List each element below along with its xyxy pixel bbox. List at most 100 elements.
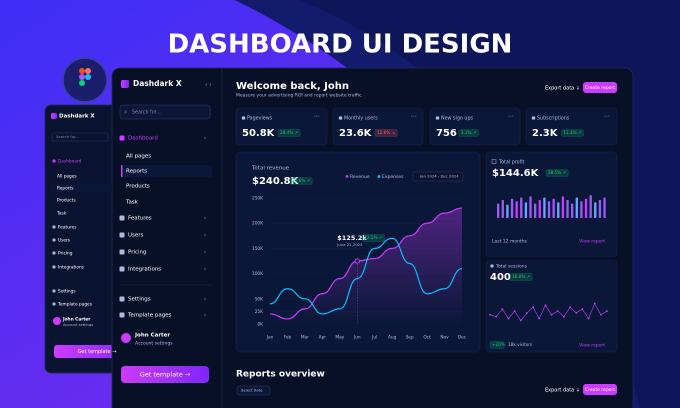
change-chip — [362, 234, 385, 242]
profit-bar — [543, 197, 546, 218]
stat-card — [525, 107, 618, 146]
back-user-name: John Carter — [62, 317, 91, 323]
profit-link[interactable]: View report — [579, 239, 605, 245]
search-box[interactable] — [119, 104, 211, 120]
x-tick-label: May — [335, 335, 344, 341]
sessions-link[interactable]: View report — [579, 343, 605, 349]
nav-item[interactable]: Users — [128, 233, 144, 239]
stat-menu[interactable]: ··· — [314, 114, 320, 121]
profit-bar — [589, 195, 592, 218]
create-report-button[interactable] — [583, 384, 617, 395]
stat-label: New sign ups — [441, 116, 474, 122]
back-nav-item[interactable]: Template pages — [57, 302, 93, 308]
change-chip — [489, 341, 505, 349]
sessions-point — [495, 315, 498, 318]
nav-item[interactable]: Pricing — [128, 250, 147, 256]
y-tick-label: 100K — [252, 271, 263, 277]
series-line — [269, 207, 463, 320]
create-report-text[interactable]: Create report — [585, 85, 615, 91]
back-nav-item[interactable]: Features — [58, 225, 77, 231]
reports-title: Reports overview — [236, 370, 325, 380]
legend-dot — [377, 175, 381, 178]
change-chip — [545, 169, 569, 177]
back-nav-item[interactable]: Dashboard — [58, 159, 82, 165]
reports-create[interactable]: Create report — [585, 387, 615, 393]
collapse-icon[interactable]: ‹ › — [205, 82, 212, 89]
nav-item[interactable]: Template pages — [127, 313, 172, 319]
stat-label: Subscriptions — [537, 116, 570, 122]
x-tick-label: Jun — [353, 335, 361, 341]
back-logo — [51, 113, 57, 119]
stat-menu[interactable]: ··· — [508, 114, 514, 121]
sessions-point — [599, 313, 602, 316]
back-nav-icon — [52, 251, 56, 255]
sessions-point — [606, 310, 608, 312]
sessions-point — [538, 317, 541, 320]
cta-button[interactable] — [121, 366, 209, 383]
y-tick-label: 50K — [255, 296, 263, 302]
back-cta-text[interactable]: Get template → — [78, 349, 117, 355]
x-tick-label: Sep — [406, 335, 414, 341]
select-date-box[interactable] — [236, 385, 271, 396]
nav-item[interactable]: Integrations — [128, 267, 161, 273]
brand: Dashdark X — [133, 79, 182, 88]
stat-menu[interactable]: ··· — [604, 114, 610, 121]
nav-item[interactable]: Reports — [126, 169, 147, 175]
change-chip-text: 12.6% ↘ — [377, 130, 395, 135]
sessions-point — [556, 310, 559, 312]
back-nav-item[interactable]: Reports — [57, 186, 74, 192]
search-placeholder: Search for... — [132, 110, 161, 116]
change-chip — [374, 129, 398, 137]
active-item-bg — [121, 165, 212, 177]
create-report-button[interactable] — [583, 82, 617, 93]
date-range[interactable]: Jan 2024 - Dec 2024 — [419, 174, 459, 179]
profit-bar — [580, 201, 583, 218]
export-button[interactable]: Export data ↓ — [545, 86, 580, 92]
sessions-point — [501, 308, 504, 310]
date-range-box[interactable] — [412, 171, 464, 182]
profit-icon — [491, 159, 497, 164]
change-chip-text: 28.5% ↗ — [548, 170, 566, 175]
nav-item[interactable]: Task — [125, 200, 139, 206]
sessions-point — [526, 312, 528, 314]
back-nav-item[interactable]: Products — [57, 198, 76, 204]
nav-item[interactable]: Products — [126, 184, 150, 190]
reports-export[interactable]: Export data ↓ — [545, 388, 580, 394]
back-nav-item[interactable]: All pages — [57, 174, 77, 180]
nav-item[interactable]: Features — [128, 216, 152, 222]
nav-icon — [119, 135, 125, 141]
sessions-point — [513, 310, 516, 312]
stat-icon — [435, 116, 440, 120]
back-nav-icon — [52, 159, 56, 163]
back-nav-item[interactable]: Task — [56, 211, 67, 217]
figma-logo — [62, 57, 108, 103]
change-chip-text: 12.5% ↗ — [364, 235, 382, 240]
nav-item[interactable]: Dashboard — [128, 136, 158, 142]
sessions-visitors: 18k visitors — [508, 342, 532, 347]
cta-text[interactable]: Get template → — [140, 371, 191, 379]
back-nav-item[interactable]: Integrations — [58, 265, 85, 271]
sessions-point — [507, 317, 510, 320]
sessions-line — [489, 302, 608, 322]
y-tick-label: 250K — [252, 196, 263, 202]
change-chip-text: 16.8% ↗ — [512, 274, 530, 279]
select-date[interactable]: Select date — [241, 388, 263, 393]
profit-bar — [603, 197, 606, 218]
back-nav-item[interactable]: Pricing — [58, 251, 73, 257]
x-tick-label: Oct — [423, 335, 431, 341]
x-tick-label: Apr — [319, 335, 327, 341]
back-user-role: Account settings — [63, 323, 93, 327]
back-nav-item[interactable]: Settings — [58, 289, 76, 295]
nav-chevron: › — [204, 233, 206, 239]
profit-bar — [552, 198, 555, 218]
nav-item[interactable]: All pages — [126, 154, 151, 160]
change-chip-text: 11.3% ↗ — [563, 130, 581, 135]
stat-menu[interactable]: ··· — [411, 114, 417, 121]
nav-chevron: › — [204, 267, 206, 273]
change-chip-text: 28.4% ↗ — [280, 130, 298, 135]
back-nav-item[interactable]: Users — [58, 238, 71, 244]
search-icon: ⌕ — [124, 109, 127, 116]
back-avatar — [53, 317, 61, 325]
nav-item[interactable]: Settings — [128, 297, 151, 303]
x-tick-label: Mar — [301, 335, 309, 341]
